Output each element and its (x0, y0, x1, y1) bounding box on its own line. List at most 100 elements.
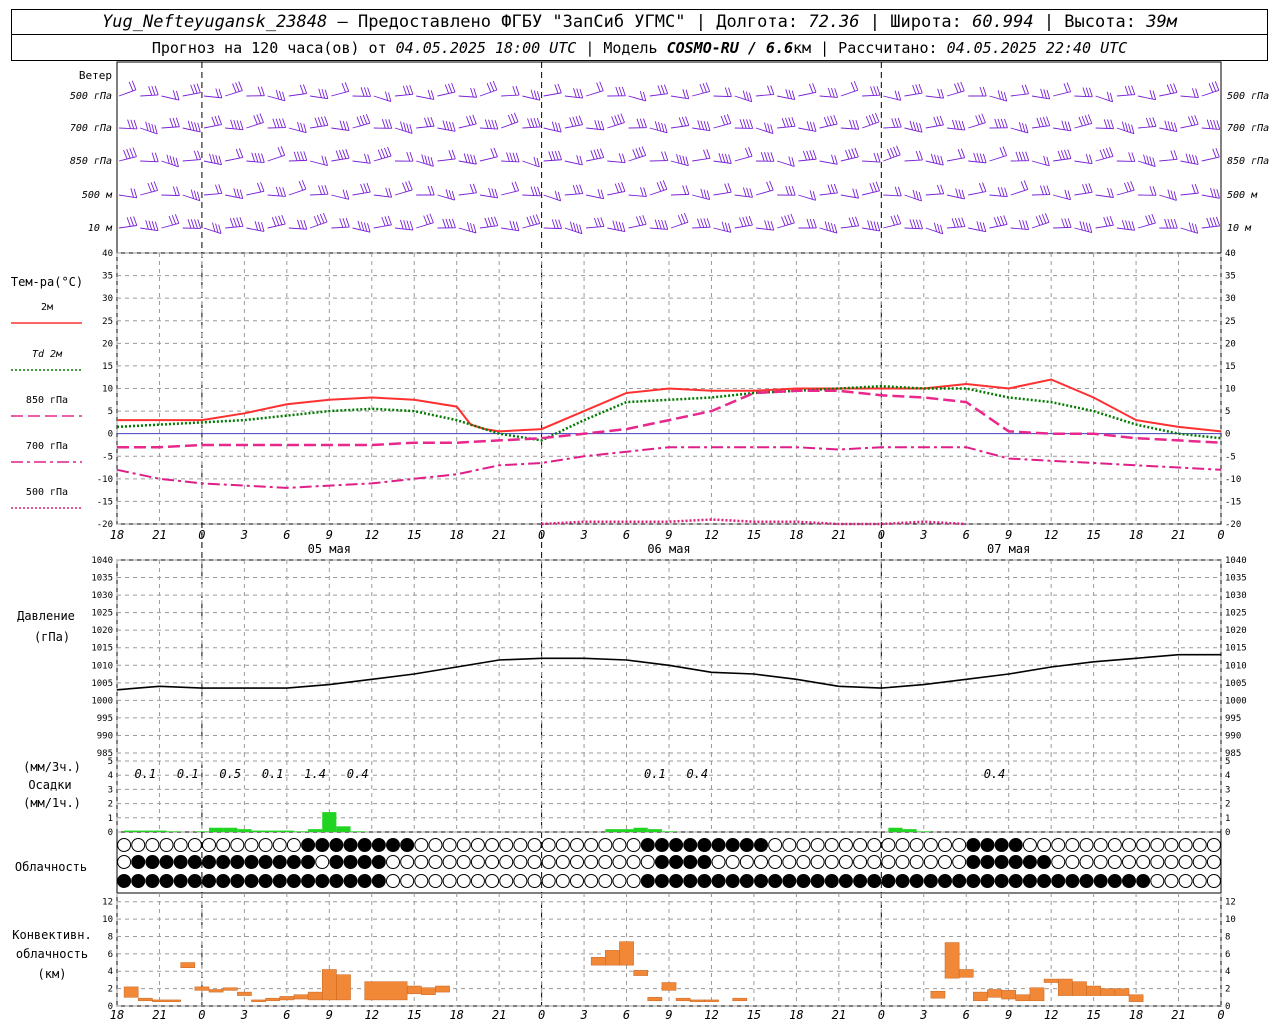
wind-barb-feather (679, 154, 683, 165)
wind-barb-feather (1164, 218, 1169, 229)
wind-barb-feather (1061, 218, 1066, 228)
day-label: 05 мая (308, 542, 351, 556)
wind-barb-feather (958, 120, 963, 130)
wind-barb (734, 95, 752, 103)
cloud-overcast-icon (796, 874, 811, 888)
cloud-clear-icon (527, 874, 542, 888)
wind-barb-feather (918, 83, 923, 94)
wind-barb-feather (614, 183, 620, 193)
wind-barb-feather (145, 220, 149, 230)
wind-barb-feather (151, 123, 155, 134)
cloud-overcast-icon (1136, 874, 1151, 888)
wind-barb-feather (515, 152, 520, 163)
wind-barb-feather (1131, 85, 1136, 95)
wind-barb-feather (1173, 83, 1178, 93)
x-tick-temp: 21 (152, 528, 166, 542)
wind-barb-feather (894, 186, 899, 196)
cloud-overcast-icon (640, 874, 655, 888)
wind-barb (246, 227, 265, 232)
wind-barb (713, 227, 732, 233)
temp-y-tick-left: -15 (97, 497, 113, 507)
cloud-clear-icon (598, 838, 613, 852)
wind-level-right: 500 м (1227, 190, 1258, 201)
wind-barb-feather (897, 186, 902, 197)
wind-barb-feather (515, 85, 520, 96)
cloud-clear-icon (244, 838, 259, 852)
cloud-clear-icon (541, 874, 556, 888)
x-tick-temp: 18 (449, 528, 463, 542)
prec-y-tick-right: 5 (1225, 757, 1230, 767)
wind-barb (670, 95, 689, 100)
precip-3h-label: 1.4 (304, 767, 326, 781)
wind-barb-feather (635, 148, 640, 158)
wind-barb-feather (697, 120, 701, 130)
wind-barb-feather (359, 115, 365, 126)
wind-barb (416, 125, 435, 129)
wind-barb-feather (788, 117, 793, 127)
wind-barb-feather (1000, 187, 1005, 197)
wind-barb-feather (748, 92, 753, 102)
x-tick-temp: 12 (365, 528, 379, 542)
wind-barb-feather (554, 150, 559, 161)
cloud-clear-icon (456, 874, 471, 888)
cloud-clear-icon (881, 855, 896, 869)
wind-barb (670, 125, 689, 129)
wind-barb (225, 90, 243, 97)
wind-barb-feather (1152, 186, 1157, 196)
model-label: | Модель (585, 39, 658, 57)
wind-barb (883, 126, 902, 129)
precip-3h-label: 0.1 (262, 767, 284, 781)
cloud-overcast-icon (315, 838, 330, 852)
pres-y-tick-left: 1020 (91, 626, 113, 636)
cloud-overcast-icon (202, 874, 216, 888)
wind-barb-feather (409, 85, 414, 95)
wind-barb-feather (535, 214, 541, 224)
wind-barb-feather (1123, 182, 1129, 193)
wind-barb-feather (827, 184, 832, 194)
wind-barb-feather (366, 182, 371, 193)
precip-bar (194, 831, 209, 832)
wind-barb-feather (130, 119, 135, 129)
wind-barb (883, 95, 901, 101)
cloud-clear-icon (626, 838, 641, 852)
wind-barb (1053, 127, 1072, 132)
wind-barb-feather (530, 186, 535, 196)
wind-barb-feather (448, 83, 453, 93)
wind-barb-feather (830, 115, 835, 125)
wind-barb (140, 190, 158, 196)
wind-barb-feather (384, 91, 389, 101)
wind-barb (946, 157, 965, 162)
cloud-overcast-icon (782, 874, 797, 888)
cloud-overcast-icon (301, 874, 316, 888)
wind-barb-feather (128, 81, 134, 92)
wind-barb-feather (253, 115, 258, 125)
wind-barb-feather (600, 120, 605, 131)
wind-barb-feather (153, 181, 159, 191)
wind-barb (118, 156, 137, 162)
computed-time: 04.05.2025 22:40 UTC (946, 39, 1128, 57)
pres-y-tick-left: 995 (97, 714, 113, 724)
wind-barb-feather (812, 149, 817, 160)
cloud-clear-icon (1065, 855, 1080, 869)
wind-barb-feather (1149, 117, 1154, 127)
wind-barb-feather (812, 83, 817, 93)
wind-barb (416, 95, 434, 100)
cloud-overcast-icon (711, 838, 726, 852)
wind-barb-feather (728, 154, 732, 164)
wind-barb-feather (281, 214, 286, 225)
cloud-overcast-icon (301, 855, 316, 869)
wind-barb-feather (873, 152, 878, 163)
prec-y-tick-right: 0 (1225, 828, 1230, 838)
wind-barb-feather (869, 183, 874, 193)
wind-barb (501, 227, 520, 232)
wind-barb (692, 91, 710, 97)
wind-barb-feather (706, 190, 711, 200)
wind-barb-feather (1152, 90, 1157, 100)
wind-barb-feather (317, 117, 322, 127)
cloud-overcast-icon (117, 874, 132, 888)
temp-y-tick-left: -20 (97, 520, 113, 530)
wind-barb-feather (448, 121, 453, 131)
wind-barb-feather (617, 182, 623, 193)
cloud-clear-icon (1164, 838, 1179, 852)
wind-barb-feather (421, 154, 425, 164)
